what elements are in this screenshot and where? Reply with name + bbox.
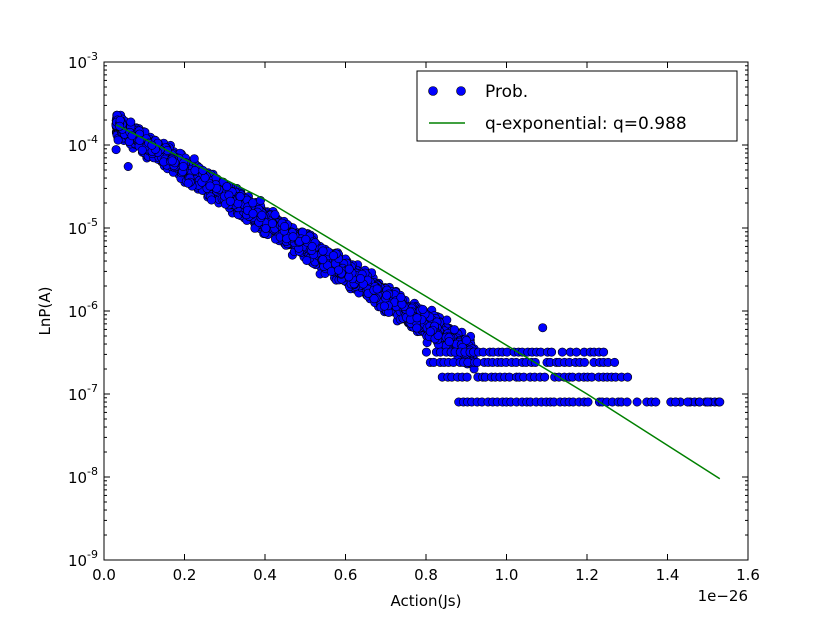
scatter-point — [328, 251, 338, 261]
scatter-point — [205, 181, 215, 191]
legend-marker-prob — [456, 86, 466, 96]
y-tick-label: 10-7 — [68, 382, 98, 404]
scatter-point — [280, 222, 290, 232]
scatter-point — [189, 154, 199, 164]
scatter-point — [683, 397, 693, 407]
y-tick-label: 10-8 — [68, 465, 98, 487]
scatter-point — [557, 347, 567, 357]
scatter-point — [225, 196, 235, 206]
scatter-point — [261, 223, 271, 233]
y-tick-label: 10-6 — [68, 299, 98, 321]
scatter-point — [190, 166, 200, 176]
x-axis-label: Action(Js) — [391, 592, 462, 610]
scatter-point — [547, 347, 557, 357]
scatter-point — [355, 273, 365, 283]
x-tick-label: 1.2 — [575, 566, 599, 584]
scatter-point — [126, 117, 136, 127]
scatter-point — [382, 290, 392, 300]
scatter-point — [372, 284, 382, 294]
scatter-point — [622, 397, 632, 407]
y-axis-label: LnP(A) — [36, 287, 54, 336]
scatter-point — [326, 266, 336, 276]
scatter-point — [178, 162, 188, 172]
x-offset-label: 1e−26 — [698, 587, 748, 605]
scatter-point — [623, 372, 633, 382]
scatter-point — [418, 304, 428, 314]
scatter-point — [307, 242, 317, 252]
scatter-point — [235, 192, 245, 202]
scatter-point — [579, 357, 589, 367]
data-layer — [111, 110, 725, 480]
scatter-point — [200, 173, 210, 183]
scatter-point — [396, 292, 406, 302]
scatter-point — [318, 246, 328, 256]
scatter-point — [183, 178, 193, 188]
scatter-point — [695, 397, 705, 407]
scatter-point — [412, 323, 422, 333]
y-tick-label: 10-5 — [68, 216, 98, 238]
scatter-point — [318, 255, 328, 265]
scatter-point — [412, 313, 422, 323]
scatter-point — [632, 397, 642, 407]
scatter-point — [462, 372, 472, 382]
scatter-point — [334, 265, 344, 275]
scatter-point — [538, 323, 548, 333]
scatter-point — [715, 397, 725, 407]
scatter-point — [113, 135, 123, 145]
scatter-point — [449, 325, 459, 335]
scatter-point — [270, 210, 280, 220]
scatter-point — [670, 397, 680, 407]
scatter-point — [405, 307, 415, 317]
scatter-point — [461, 335, 471, 345]
x-tick-label: 1.4 — [656, 566, 680, 584]
scatter-point — [444, 337, 454, 347]
x-tick-label: 0.4 — [253, 566, 277, 584]
scatter-point — [123, 162, 133, 172]
y-tick-label: 10-3 — [68, 50, 98, 72]
ticks-layer: 0.0 0.2 0.4 0.6 0.8 1.0 1.2 1.4 1.6 10-9 10-8 10-7 1… — [68, 50, 760, 584]
scatter-point — [599, 347, 609, 357]
legend-box — [416, 70, 738, 142]
legend: Prob. q-exponential: q=0.988 — [416, 70, 738, 142]
scatter-point — [610, 357, 620, 367]
scatter-point — [344, 264, 354, 274]
scatter-point — [425, 327, 435, 337]
legend-label-fit: q-exponential: q=0.988 — [485, 114, 687, 134]
x-tick-label: 0.0 — [92, 566, 116, 584]
x-tick-label: 0.2 — [173, 566, 197, 584]
scatter-point — [257, 210, 267, 220]
y-tick-label: 10-4 — [68, 133, 98, 155]
x-tick-label: 0.6 — [334, 566, 358, 584]
scatter-point — [267, 219, 277, 229]
x-tick-label: 1.6 — [736, 566, 760, 584]
scatter-point — [651, 397, 661, 407]
x-tick-label: 0.8 — [414, 566, 438, 584]
scatter-point — [288, 232, 298, 242]
scatter-point — [207, 195, 217, 205]
scatter-point — [167, 156, 177, 166]
scatter-point — [540, 372, 550, 382]
scatter-point — [571, 347, 581, 357]
legend-label-prob: Prob. — [485, 82, 528, 102]
scatter-point — [302, 255, 312, 265]
legend-marker-prob — [428, 86, 438, 96]
scatter-point — [301, 234, 311, 244]
scatter-point — [344, 272, 354, 282]
scatter-point — [379, 301, 389, 311]
y-tick-label: 10-9 — [68, 548, 98, 570]
x-tick-label: 1.0 — [495, 566, 519, 584]
scatter-point — [248, 198, 258, 208]
scatter-point — [248, 209, 258, 219]
fit-line — [115, 124, 721, 480]
scatter-point — [583, 397, 593, 407]
scatter-point — [222, 182, 232, 192]
scatter-point — [421, 347, 431, 357]
scatter-point — [703, 397, 713, 407]
scatter-point — [137, 145, 147, 155]
scatter-point — [111, 145, 121, 155]
